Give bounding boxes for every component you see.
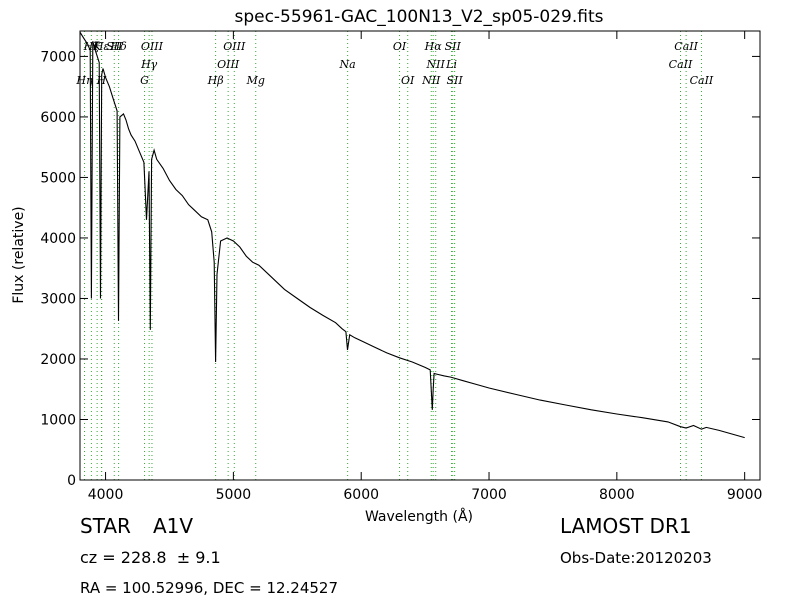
object-class: STAR A1V: [80, 514, 193, 538]
line-label: SII: [447, 74, 464, 87]
line-label: NII: [421, 74, 441, 87]
line-label: Hε: [93, 40, 110, 53]
class-value: STAR: [80, 514, 131, 538]
line-label: OIII: [141, 40, 164, 53]
survey-name: LAMOST DR1: [560, 514, 692, 538]
y-tick-label: 6000: [40, 110, 76, 126]
y-tick-label: 0: [67, 473, 76, 489]
line-label: SII: [445, 40, 462, 53]
line-label: SII: [106, 40, 123, 53]
y-tick-label: 4000: [40, 231, 76, 247]
line-label: K: [92, 40, 102, 53]
plot-frame: [79, 30, 761, 481]
y-tick-label: 2000: [40, 352, 76, 368]
line-label: Hγ: [140, 58, 158, 71]
line-label: CaII: [669, 58, 693, 71]
subclass-value: A1V: [152, 514, 194, 538]
observation-date: Obs-Date:20120203: [560, 549, 712, 567]
line-label: G: [140, 74, 149, 87]
x-tick-label: 5000: [216, 487, 252, 503]
x-tick-label: 8000: [599, 487, 635, 503]
x-tick-label: 4000: [88, 487, 124, 503]
line-label: Hδ: [109, 40, 127, 53]
line-label: OIII: [223, 40, 246, 53]
line-label: Mg: [246, 74, 265, 87]
line-label: Hβ: [207, 74, 224, 87]
x-tick-label: 9000: [727, 487, 763, 503]
y-tick-label: 3000: [40, 291, 76, 307]
x-tick-label: 6000: [343, 487, 379, 503]
y-tick-label: 1000: [40, 412, 76, 428]
coordinates-readout: RA = 100.52996, DEC = 12.24527: [80, 579, 339, 597]
line-label: Na: [339, 58, 356, 71]
line-label: OI: [401, 74, 415, 87]
spectrum-line: [79, 31, 745, 439]
x-tick-label: 7000: [471, 487, 507, 503]
redshift-readout: cz = 228.8 ± 9.1: [80, 548, 221, 567]
x-axis-label: Wavelength (Å): [365, 508, 473, 525]
chart-title: spec-55961-GAC_100N13_V2_sp05-029.fits: [234, 7, 603, 27]
y-axis-label: Flux (relative): [11, 206, 27, 303]
y-tick-label: 7000: [40, 49, 76, 65]
line-label: NII: [426, 58, 446, 71]
line-label: CaII: [674, 40, 698, 53]
line-label: OI: [393, 40, 407, 53]
y-tick-label: 5000: [40, 170, 76, 186]
line-label: Li: [445, 58, 457, 71]
line-label: Hα: [424, 40, 443, 53]
axes: 4000 5000 6000 7000 8000 9000 0 1000 2000 3000 400…: [40, 30, 763, 503]
line-label: OIII: [217, 58, 240, 71]
line-label: CaII: [690, 74, 714, 87]
